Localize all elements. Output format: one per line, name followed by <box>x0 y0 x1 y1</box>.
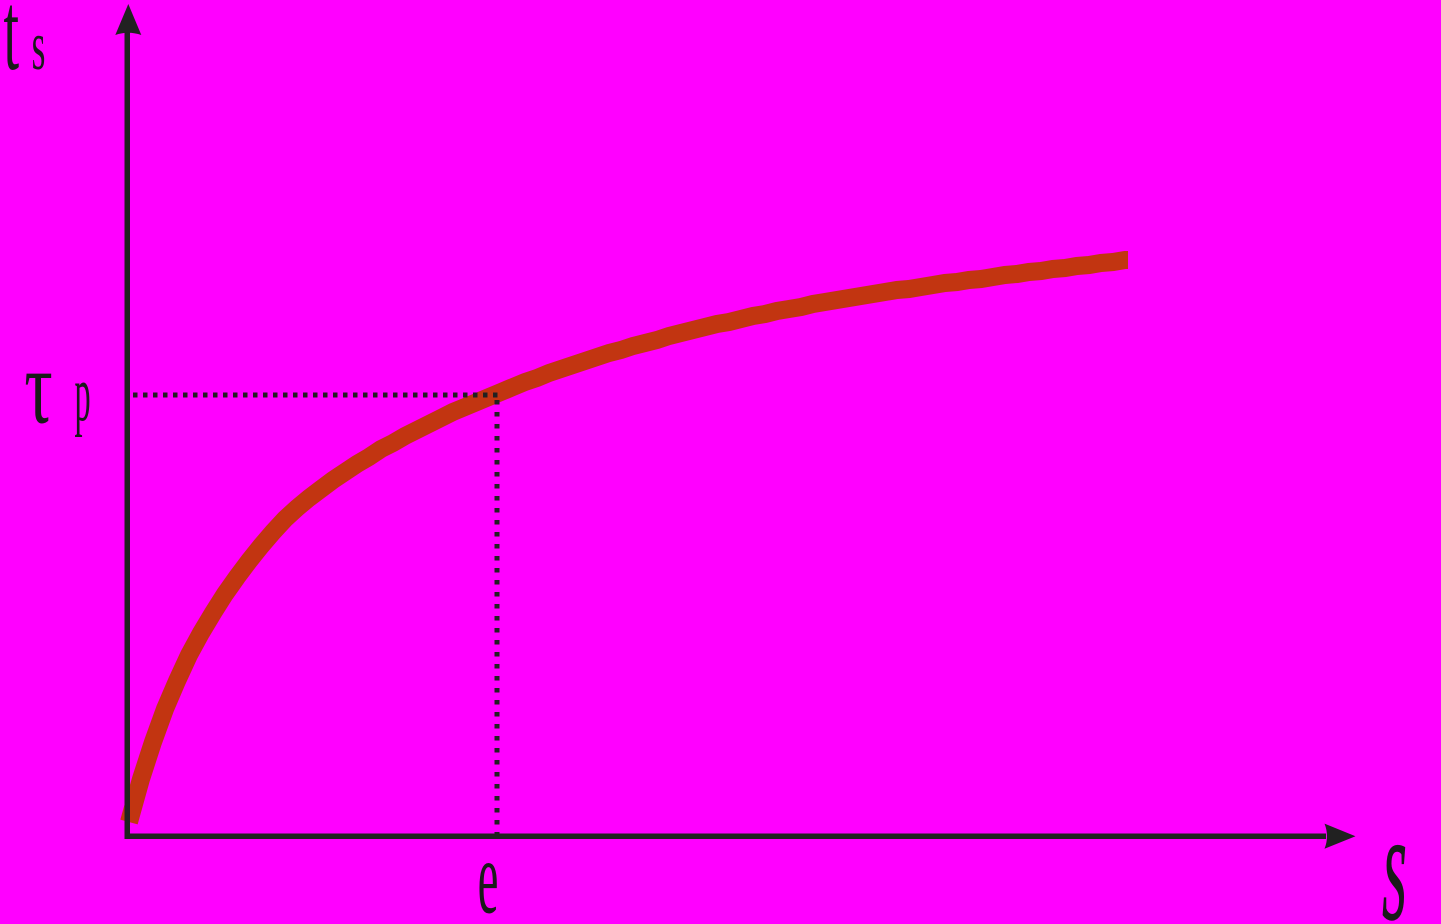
svg-text:S: S <box>1383 823 1406 924</box>
svg-text:p: p <box>75 351 91 439</box>
svg-text:τ: τ <box>24 330 52 446</box>
svg-text:e: e <box>478 820 499 924</box>
svg-text:t: t <box>3 0 19 94</box>
svg-text:s: s <box>32 7 46 85</box>
